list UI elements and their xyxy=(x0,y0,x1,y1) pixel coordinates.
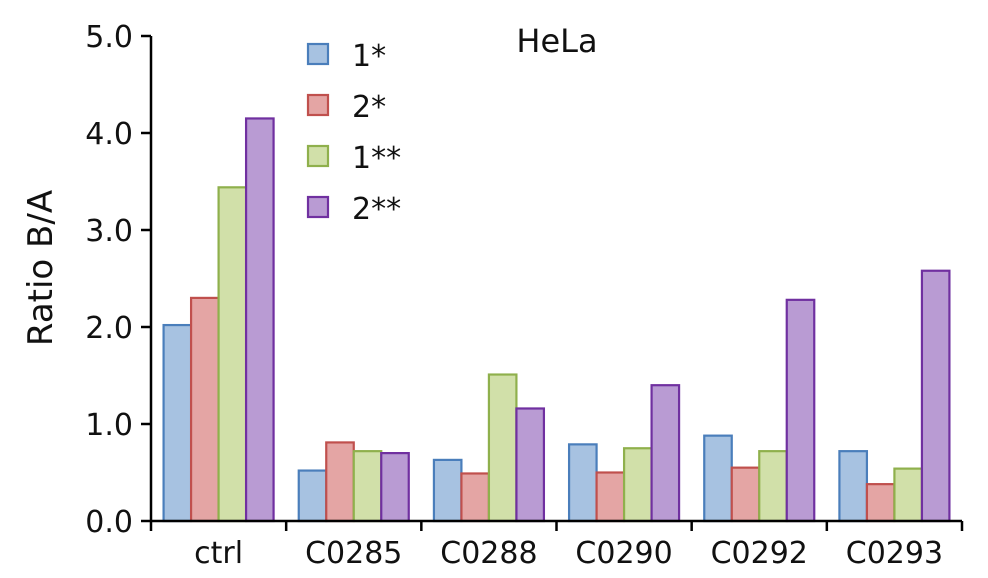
bar-C0288-series-4 xyxy=(515,407,546,523)
bar-C0293-series-1 xyxy=(838,450,869,523)
bar-C0293-series-3 xyxy=(893,467,924,523)
bar-C0290-series-3 xyxy=(622,447,653,523)
bar-C0290-series-2 xyxy=(595,471,626,523)
bar-C0285-series-3 xyxy=(352,450,383,523)
x-tick-label-ctrl: ctrl xyxy=(194,536,243,571)
bar-C0285-series-4 xyxy=(380,452,410,523)
bar-ctrl-series-4 xyxy=(244,117,275,523)
bar-C0288-series-2 xyxy=(460,472,491,523)
bar-C0285-series-1 xyxy=(297,469,328,523)
bar-ctrl-series-2 xyxy=(189,296,220,523)
legend-swatch-2 xyxy=(306,93,330,117)
bar-C0292-series-2 xyxy=(730,466,761,523)
bar-C0288-series-1 xyxy=(432,458,463,523)
bar-C0290-series-4 xyxy=(650,384,681,523)
y-tick-label: 4.0 xyxy=(85,117,133,152)
y-tick-label: 5.0 xyxy=(85,20,133,55)
legend-label-2: 2* xyxy=(352,90,386,125)
x-tick-label-C0290: C0290 xyxy=(575,536,672,571)
bar-C0293-series-4 xyxy=(920,269,951,523)
legend-swatch-1 xyxy=(306,42,330,66)
legend-label-1: 1* xyxy=(352,39,386,74)
x-tick-label-C0293: C0293 xyxy=(846,536,943,571)
y-axis-title: Ratio B/A xyxy=(21,190,61,346)
bar-ctrl-series-1 xyxy=(162,323,193,523)
bar-ctrl-series-3 xyxy=(217,186,248,523)
labels-layer: 0.0 1.0 2.0 3.0 4.0 5.0 ctrl C0285 C0288 C0290 C02… xyxy=(85,20,943,571)
chart-title: HeLa xyxy=(516,22,597,60)
bar-C0292-series-3 xyxy=(758,450,788,523)
y-tick-label: 0.0 xyxy=(85,505,133,540)
legend-label-4: 2** xyxy=(352,192,401,227)
bar-C0288-series-3 xyxy=(487,373,518,523)
bar-C0290-series-1 xyxy=(567,443,598,523)
bars-layer xyxy=(162,117,951,523)
x-tick-label-C0288: C0288 xyxy=(440,536,537,571)
x-tick-label-C0285: C0285 xyxy=(305,536,402,571)
legend: 1* 2* 1** 2** xyxy=(306,39,401,227)
bar-C0292-series-4 xyxy=(785,298,816,523)
y-tick-label: 1.0 xyxy=(85,408,133,443)
bar-C0292-series-1 xyxy=(703,434,733,523)
axes-layer xyxy=(141,34,964,531)
y-tick-label: 3.0 xyxy=(85,214,133,249)
legend-label-3: 1** xyxy=(352,141,401,176)
legend-swatch-4 xyxy=(306,195,330,219)
bar-C0285-series-2 xyxy=(325,441,355,523)
y-tick-label: 2.0 xyxy=(85,311,133,346)
legend-swatch-3 xyxy=(306,144,330,168)
bar-C0293-series-2 xyxy=(865,483,896,523)
x-tick-label-C0292: C0292 xyxy=(711,536,808,571)
